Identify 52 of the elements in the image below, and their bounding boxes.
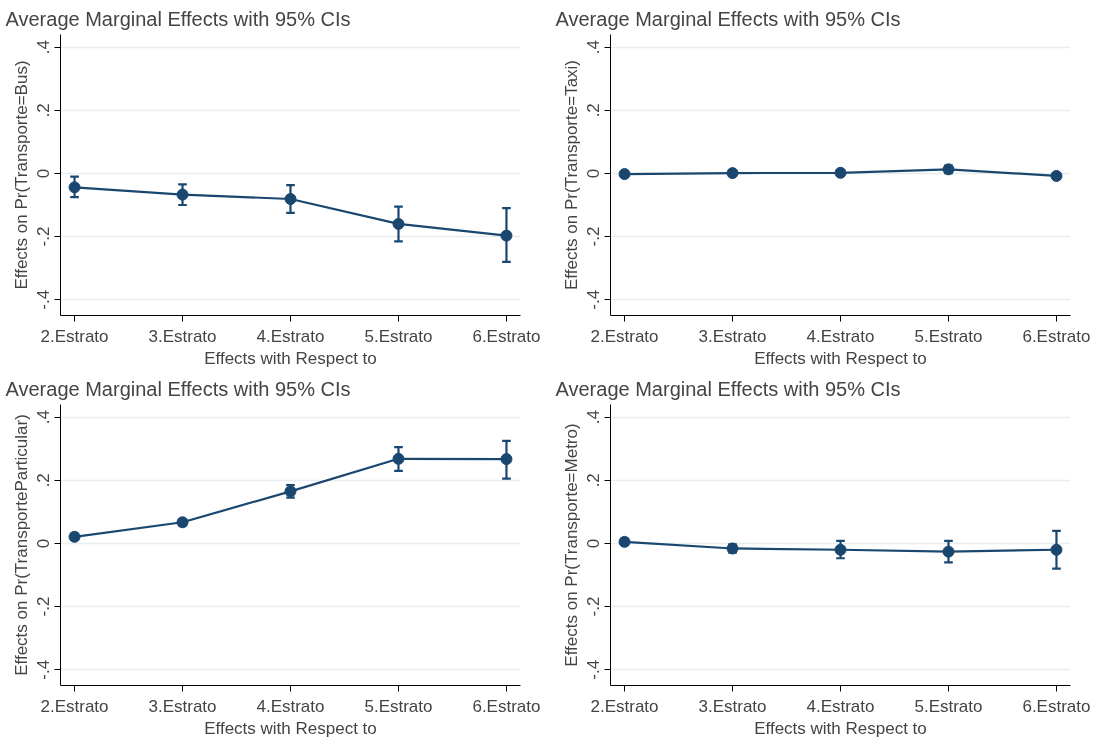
x-tick-label: 6.Estrato	[472, 696, 541, 716]
x-tick-label: 6.Estrato	[1022, 326, 1091, 346]
y-axis-title: Effects on Pr(TransporteParticular)	[11, 414, 31, 676]
y-tick-label: .2	[584, 473, 604, 488]
x-axis-title: Effects with Respect to	[754, 718, 927, 738]
chart-title: Average Marginal Effects with 95% CIs	[555, 7, 901, 30]
y-tick-label: .4	[584, 40, 604, 55]
x-tick-label: 2.Estrato	[40, 696, 109, 716]
y-axis-title: Effects on Pr(Transporte=Metro)	[561, 423, 581, 667]
y-tick-label: .4	[584, 410, 604, 425]
y-tick-label: .4	[34, 40, 54, 55]
x-tick-label: 4.Estrato	[806, 326, 875, 346]
x-tick-label: 2.Estrato	[590, 696, 659, 716]
x-axis-title: Effects with Respect to	[204, 348, 377, 368]
y-tick-label: -.4	[584, 289, 604, 310]
y-tick-label: -.4	[584, 659, 604, 680]
y-tick-label: 0	[584, 168, 604, 179]
y-tick-label: 0	[34, 168, 54, 179]
y-tick-label: .4	[34, 410, 54, 425]
x-tick-label: 5.Estrato	[914, 696, 983, 716]
y-tick-label: .2	[34, 473, 54, 488]
chart-title: Average Marginal Effects with 95% CIs	[5, 7, 351, 30]
y-tick-label: 0	[584, 538, 604, 549]
x-tick-label: 3.Estrato	[148, 326, 217, 346]
x-axis-title: Effects with Respect to	[204, 718, 377, 738]
chart-title: Average Marginal Effects with 95% CIs	[555, 377, 901, 400]
x-tick-label: 3.Estrato	[698, 326, 767, 346]
y-tick-label: -.4	[34, 659, 54, 680]
y-tick-label: -.2	[584, 226, 604, 247]
y-axis-title: Effects on Pr(Transporte=Taxi)	[561, 59, 581, 291]
x-tick-label: 4.Estrato	[256, 696, 325, 716]
x-tick-label: 4.Estrato	[256, 326, 325, 346]
x-tick-label: 6.Estrato	[472, 326, 541, 346]
x-tick-label: 2.Estrato	[40, 326, 109, 346]
x-tick-label: 2.Estrato	[590, 326, 659, 346]
y-tick-label: -.2	[34, 596, 54, 617]
y-axis-title: Effects on Pr(Transporte=Bus)	[11, 60, 31, 290]
y-tick-label: 0	[34, 538, 54, 549]
y-tick-label: .2	[34, 103, 54, 118]
x-tick-label: 5.Estrato	[364, 326, 433, 346]
x-tick-label: 3.Estrato	[148, 696, 217, 716]
x-tick-label: 5.Estrato	[914, 326, 983, 346]
x-tick-label: 4.Estrato	[806, 696, 875, 716]
y-tick-label: -.2	[584, 596, 604, 617]
y-tick-label: .2	[584, 103, 604, 118]
chart-title: Average Marginal Effects with 95% CIs	[5, 377, 351, 400]
y-tick-label: -.4	[34, 289, 54, 310]
x-axis-title: Effects with Respect to	[754, 348, 927, 368]
y-tick-label: -.2	[34, 226, 54, 247]
x-tick-label: 6.Estrato	[1022, 696, 1091, 716]
x-tick-label: 3.Estrato	[698, 696, 767, 716]
x-tick-label: 5.Estrato	[364, 696, 433, 716]
